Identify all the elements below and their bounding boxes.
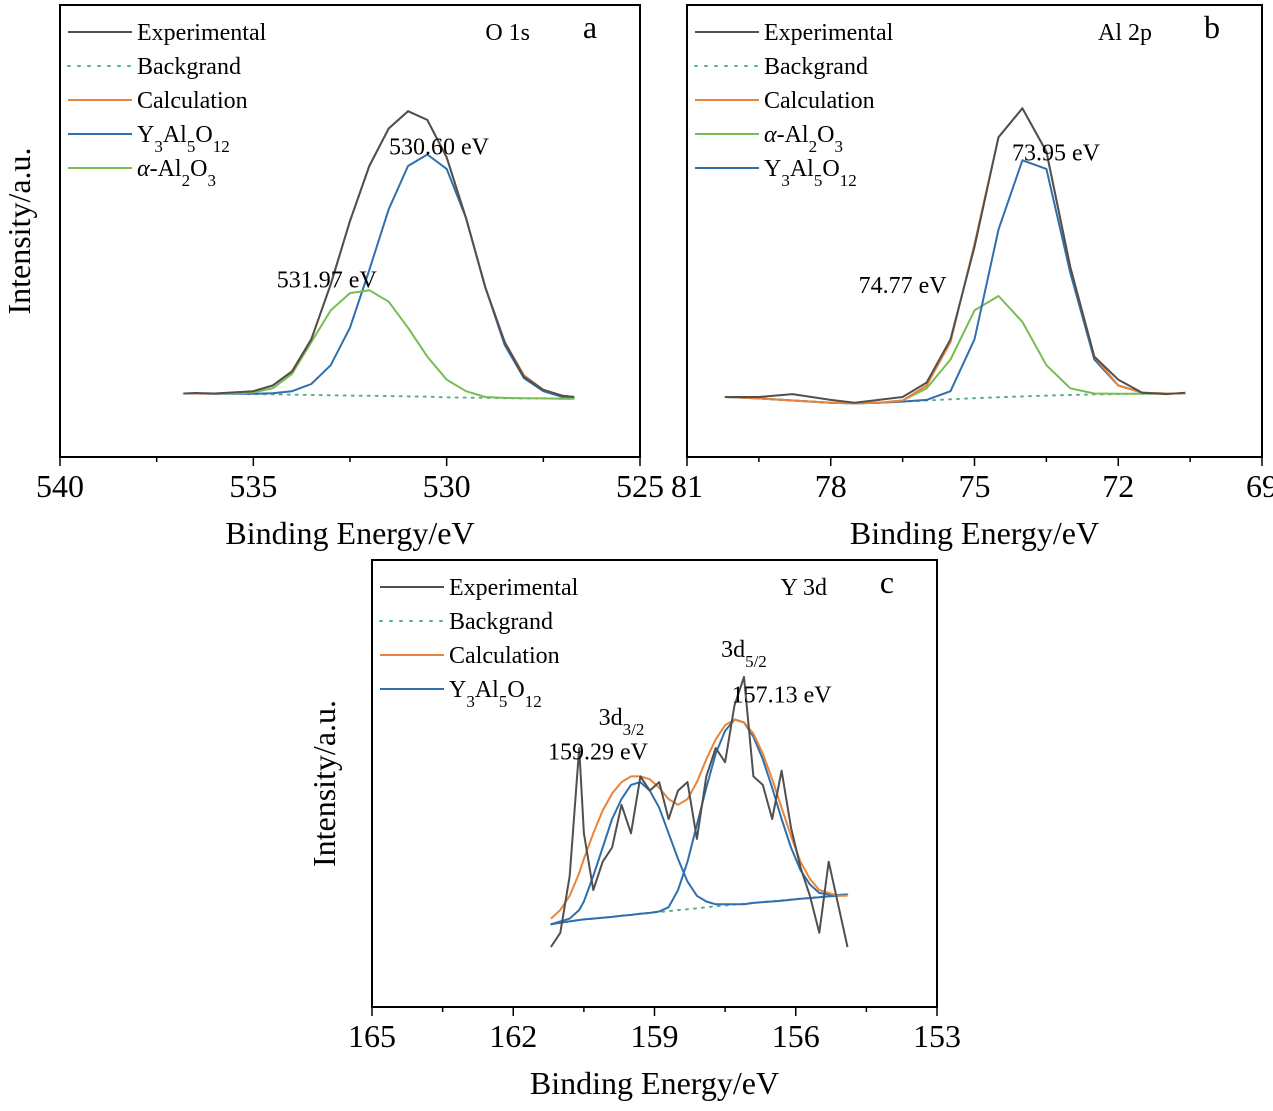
legend-label: α-Al2O3 — [137, 156, 216, 190]
series-line-y3al5o12 — [550, 781, 848, 926]
peak-annotation: 73.95 eV — [1012, 140, 1101, 166]
x-tick-label: 165 — [348, 1018, 396, 1054]
series-line-calculation — [725, 107, 1186, 405]
legend-label: Backgrand — [764, 54, 868, 80]
legend-label: Experimental — [764, 20, 894, 46]
legend-label: Backgrand — [449, 609, 553, 635]
legend-label: Experimental — [137, 20, 267, 46]
legend-label: Calculation — [449, 643, 560, 669]
panel-letter: c — [880, 564, 894, 600]
x-tick-label: 156 — [772, 1018, 820, 1054]
legend-label: Calculation — [137, 88, 248, 114]
peak-annotation: 3d3/2 — [599, 705, 645, 739]
panel-letter: b — [1204, 9, 1220, 45]
panel-letter: a — [583, 9, 597, 45]
panel-a: 540 535 530 525 Binding Energy/eV Intensity/a… — [1, 4, 664, 551]
x-axis-label: Binding Energy/eV — [850, 515, 1099, 551]
peak-annotation: 157.13 eV — [732, 682, 833, 708]
x-tick-label: 78 — [815, 468, 847, 504]
legend-label: Experimental — [449, 575, 579, 601]
x-tick-label: 153 — [913, 1018, 961, 1054]
panel-b: 81 78 75 72 69 Binding Energy/eV Al 2p b Experim… — [671, 4, 1273, 551]
x-tick-label: 75 — [959, 468, 991, 504]
legend-label: Y3Al5O12 — [137, 122, 230, 156]
y-axis-label: Intensity/a.u. — [1, 147, 37, 314]
series-line-calculation — [183, 110, 575, 398]
legend-label: α-Al2O3 — [764, 122, 843, 156]
core-level-label: Al 2p — [1098, 20, 1152, 46]
x-tick-label: 72 — [1102, 468, 1134, 504]
x-tick-label: 535 — [229, 468, 277, 504]
x-tick-label: 525 — [616, 468, 664, 504]
x-tick-label: 530 — [423, 468, 471, 504]
x-axis-label: Binding Energy/eV — [530, 1065, 779, 1101]
peak-annotation: 530.60 eV — [389, 134, 490, 160]
series-line--al2o3 — [725, 295, 1186, 405]
x-tick-label: 69 — [1246, 468, 1273, 504]
y-axis-label: Intensity/a.u. — [306, 700, 342, 867]
peak-annotation: 3d5/2 — [721, 637, 767, 671]
x-tick-label: 159 — [631, 1018, 679, 1054]
series-line-y3al5o12 — [725, 159, 1186, 405]
peak-annotation: 74.77 eV — [859, 273, 948, 299]
legend-label: Backgrand — [137, 54, 241, 80]
series-line-experimental — [550, 675, 849, 948]
x-tick-label: 162 — [489, 1018, 537, 1054]
x-tick-label: 81 — [671, 468, 703, 504]
x-tick-label: 540 — [36, 468, 84, 504]
core-level-label: Y 3d — [781, 575, 827, 601]
series-line-experimental — [725, 107, 1186, 404]
legend-label: Calculation — [764, 88, 875, 114]
peak-annotation: 531.97 eV — [277, 267, 378, 293]
legend-label: Y3Al5O12 — [764, 156, 857, 190]
series-line--al2o3 — [183, 289, 575, 400]
series-line-experimental — [183, 110, 575, 398]
x-axis-label: Binding Energy/eV — [225, 515, 474, 551]
peak-annotation: 159.29 eV — [548, 739, 649, 765]
panel-c: 165 162 159 156 153 Binding Energy/eV Intensit… — [306, 559, 961, 1101]
legend-label: Y3Al5O12 — [449, 677, 542, 711]
core-level-label: O 1s — [485, 20, 530, 46]
series-line-y3al5o12-3d5-2- — [550, 718, 848, 926]
